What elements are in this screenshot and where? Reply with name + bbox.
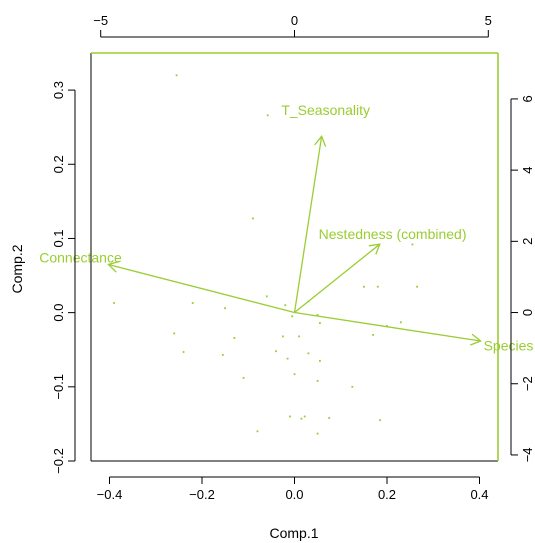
score-point (265, 295, 268, 298)
scores-layer (113, 74, 418, 435)
score-point (416, 285, 418, 288)
score-point (303, 415, 306, 418)
loading-label: T_Seasonality (281, 102, 370, 118)
score-point (316, 432, 319, 435)
score-point (300, 417, 303, 420)
top-tick-label: 5 (485, 13, 492, 28)
score-point (175, 74, 178, 77)
y-axis-label: Comp.2 (9, 244, 25, 293)
y-tick-label: 0.3 (51, 81, 66, 99)
x-tick-label: 0.2 (378, 487, 396, 502)
right-tick-label: −4 (520, 447, 535, 462)
score-point (242, 377, 245, 379)
score-point (113, 302, 115, 304)
right-tick-label: 6 (520, 95, 535, 102)
x-tick-label: 0.0 (285, 487, 303, 502)
x-tick-label: −0.2 (189, 487, 215, 502)
score-point (291, 315, 294, 318)
score-point (221, 354, 224, 356)
score-point (266, 114, 269, 117)
score-point (252, 217, 254, 220)
y-tick-label: −0.1 (51, 374, 66, 400)
loadings-layer: T_Seasonality Nestedness (combined) Connec… (39, 102, 533, 353)
frame-layer (90, 52, 499, 462)
loading-arrow (294, 243, 381, 314)
score-point (386, 325, 388, 327)
score-point (376, 285, 379, 288)
score-point (400, 321, 402, 324)
score-point (284, 304, 287, 307)
loading-arrow (108, 263, 295, 314)
x-tick-label: 0.4 (470, 487, 488, 502)
score-point (293, 373, 296, 376)
score-point (182, 351, 185, 353)
loading-label: Nestedness (combined) (319, 226, 467, 242)
top-tick-label: −5 (93, 13, 108, 28)
score-point (289, 415, 291, 418)
y-tick-label: 0.2 (51, 155, 66, 173)
score-point (233, 337, 236, 339)
score-point (307, 352, 310, 355)
x-axis-label: Comp.1 (269, 525, 318, 541)
score-point (256, 430, 259, 433)
loading-arrow (293, 136, 323, 313)
score-point (282, 335, 284, 338)
right-tick-label: 4 (520, 166, 535, 173)
loading-arrow-head (368, 243, 381, 255)
loading-label: Connectance (39, 249, 122, 265)
right-tick-label: 0 (520, 309, 535, 316)
score-point (173, 332, 176, 335)
score-point (379, 419, 381, 422)
loading-arrow-head (107, 260, 120, 273)
right-tick-label: −2 (520, 376, 535, 391)
axis-layer: −0.4 −0.2 0.0 0.2 0.4 −0.2 −0.1 0.0 0.1 0.2 0.3 −5 0… (51, 13, 535, 502)
score-point (411, 243, 414, 246)
score-point (319, 360, 321, 362)
y-tick-label: −0.2 (51, 448, 66, 474)
score-point (316, 314, 319, 316)
score-point (275, 350, 277, 353)
score-point (319, 322, 321, 324)
score-point (286, 357, 289, 360)
score-point (298, 335, 300, 338)
loading-arrow-head (314, 135, 327, 147)
x-tick-label: −0.4 (97, 487, 123, 502)
y-tick-label: 0.0 (51, 304, 66, 322)
score-point (351, 385, 354, 388)
top-tick-label: 0 (291, 13, 298, 28)
score-point (363, 285, 365, 288)
y-tick-label: 0.1 (51, 229, 66, 247)
loading-label: Species (484, 337, 534, 353)
score-point (224, 307, 226, 310)
score-point (191, 302, 194, 304)
loading-arrow-head (470, 333, 482, 346)
score-point (328, 417, 331, 419)
right-tick-label: 2 (520, 238, 535, 245)
score-point (372, 334, 374, 336)
loading-arrow (294, 311, 481, 342)
score-point (316, 380, 319, 382)
